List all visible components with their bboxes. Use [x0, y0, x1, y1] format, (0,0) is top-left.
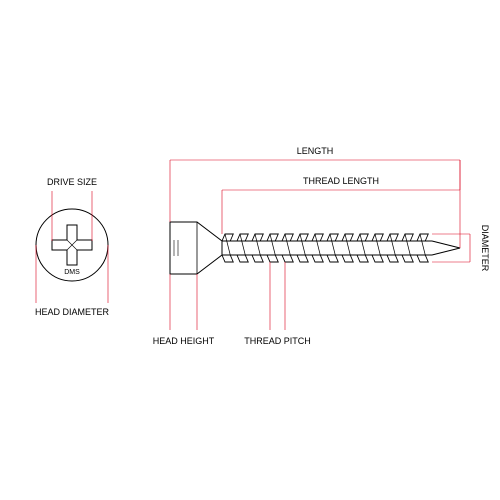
label-length: LENGTH: [297, 146, 334, 156]
screw-diagram: DRIVE SIZE HEAD DIAMETER DMS LENGTH THREAD L…: [0, 0, 500, 500]
screw-tip: [432, 241, 460, 255]
label-head-height: HEAD HEIGHT: [153, 336, 215, 346]
label-thread-pitch: THREAD PITCH: [244, 336, 311, 346]
label-thread-length: THREAD LENGTH: [303, 176, 379, 186]
label-head-diameter: HEAD DIAMETER: [35, 307, 110, 317]
label-drive-size: DRIVE SIZE: [47, 177, 97, 187]
label-dms: DMS: [64, 269, 80, 276]
label-diameter: DIAMETER: [480, 225, 490, 272]
screw-threads: [222, 234, 428, 262]
